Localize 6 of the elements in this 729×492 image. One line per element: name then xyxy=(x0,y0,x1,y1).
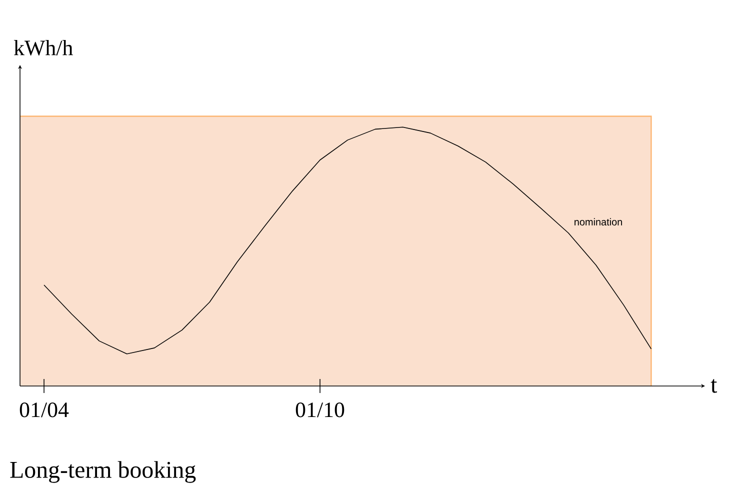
x-axis-title: t xyxy=(710,379,718,393)
y-axis-title: kWh/h xyxy=(14,40,73,56)
text: Long-term booking xyxy=(10,461,196,483)
x-tick-label: 01/04 xyxy=(20,402,69,418)
x-tick-label: 01/10 xyxy=(296,402,344,418)
series-label: nomination xyxy=(574,218,622,226)
